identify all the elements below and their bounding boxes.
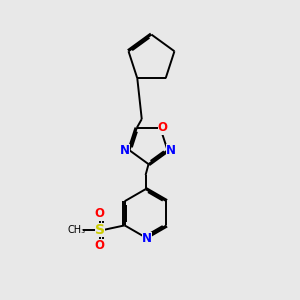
Text: N: N	[142, 232, 152, 245]
Text: N: N	[120, 144, 130, 157]
Text: O: O	[94, 207, 104, 220]
Text: S: S	[94, 223, 105, 237]
Text: O: O	[158, 122, 168, 134]
Text: O: O	[94, 239, 104, 252]
Text: N: N	[166, 144, 176, 157]
Text: CH₃: CH₃	[68, 225, 86, 235]
